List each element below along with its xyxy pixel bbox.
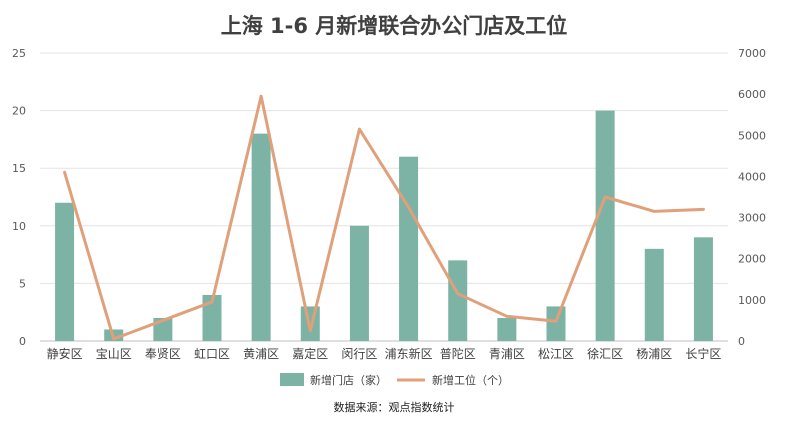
x-tick-label: 普陀区 bbox=[440, 346, 476, 361]
bar-青浦区 bbox=[497, 317, 517, 341]
right-tick-label: 7000 bbox=[738, 47, 766, 60]
legend-label-line: 新增工位（个） bbox=[432, 373, 509, 387]
x-tick-label: 杨浦区 bbox=[636, 346, 672, 361]
right-axis-ticks: 0 1000 2000 3000 4000 5000 6000 7000 bbox=[738, 47, 766, 348]
bar-闵行区 bbox=[349, 225, 369, 341]
left-tick-label: 0 bbox=[19, 335, 26, 348]
right-tick-label: 6000 bbox=[738, 88, 766, 101]
right-tick-label: 4000 bbox=[738, 170, 766, 183]
bar-黄浦区 bbox=[251, 133, 271, 341]
left-tick-label: 20 bbox=[12, 105, 26, 118]
legend-swatch-bar bbox=[280, 373, 304, 386]
right-tick-label: 3000 bbox=[738, 212, 766, 225]
x-tick-label: 青浦区 bbox=[489, 347, 525, 361]
x-tick-label: 虹口区 bbox=[194, 347, 230, 361]
left-tick-label: 25 bbox=[12, 47, 26, 60]
bar-虹口区 bbox=[202, 294, 222, 341]
legend: 新增门店（家） 新增工位（个） bbox=[280, 373, 509, 387]
chart-title: 上海 1-6 月新增联合办公门店及工位 bbox=[220, 14, 568, 38]
x-tick-label: 长宁区 bbox=[685, 346, 721, 361]
line-series bbox=[63, 94, 705, 341]
bar-松江区 bbox=[546, 306, 566, 341]
x-tick-label: 嘉定区 bbox=[292, 346, 328, 361]
bar-徐汇区 bbox=[595, 110, 615, 341]
left-axis-ticks: 0 5 10 15 20 25 bbox=[12, 47, 26, 348]
x-tick-label: 浦东新区 bbox=[385, 346, 433, 361]
x-tick-label: 宝山区 bbox=[96, 347, 132, 361]
x-tick-label: 松江区 bbox=[538, 347, 574, 361]
line-path bbox=[63, 94, 705, 341]
right-tick-label: 2000 bbox=[738, 253, 766, 266]
bar-浦东新区 bbox=[399, 156, 419, 341]
x-tick-label: 奉贤区 bbox=[145, 347, 181, 361]
bar-series bbox=[55, 110, 713, 341]
x-tick-label: 徐汇区 bbox=[587, 346, 623, 361]
bar-长宁区 bbox=[693, 237, 713, 341]
x-tick-label: 闵行区 bbox=[341, 346, 377, 361]
left-tick-label: 10 bbox=[12, 220, 26, 233]
legend-label-bar: 新增门店（家） bbox=[310, 373, 387, 387]
data-source-note: 数据来源：观点指数统计 bbox=[333, 401, 455, 414]
x-tick-label: 静安区 bbox=[47, 346, 83, 361]
right-tick-label: 5000 bbox=[738, 129, 766, 142]
gridlines bbox=[40, 52, 728, 342]
bar-静安区 bbox=[55, 202, 75, 341]
right-tick-label: 0 bbox=[738, 335, 745, 348]
x-axis-labels: 静安区 宝山区 奉贤区 虹口区 黄浦区 嘉定区 闵行区 浦东新区 普陀区 青浦区 松江区 徐汇区 杨浦区… bbox=[47, 346, 722, 361]
left-tick-label: 15 bbox=[12, 162, 26, 175]
left-tick-label: 5 bbox=[19, 277, 26, 290]
right-tick-label: 1000 bbox=[738, 294, 766, 307]
x-tick-label: 黄浦区 bbox=[243, 347, 279, 361]
bar-普陀区 bbox=[448, 260, 468, 341]
bar-杨浦区 bbox=[644, 248, 664, 341]
